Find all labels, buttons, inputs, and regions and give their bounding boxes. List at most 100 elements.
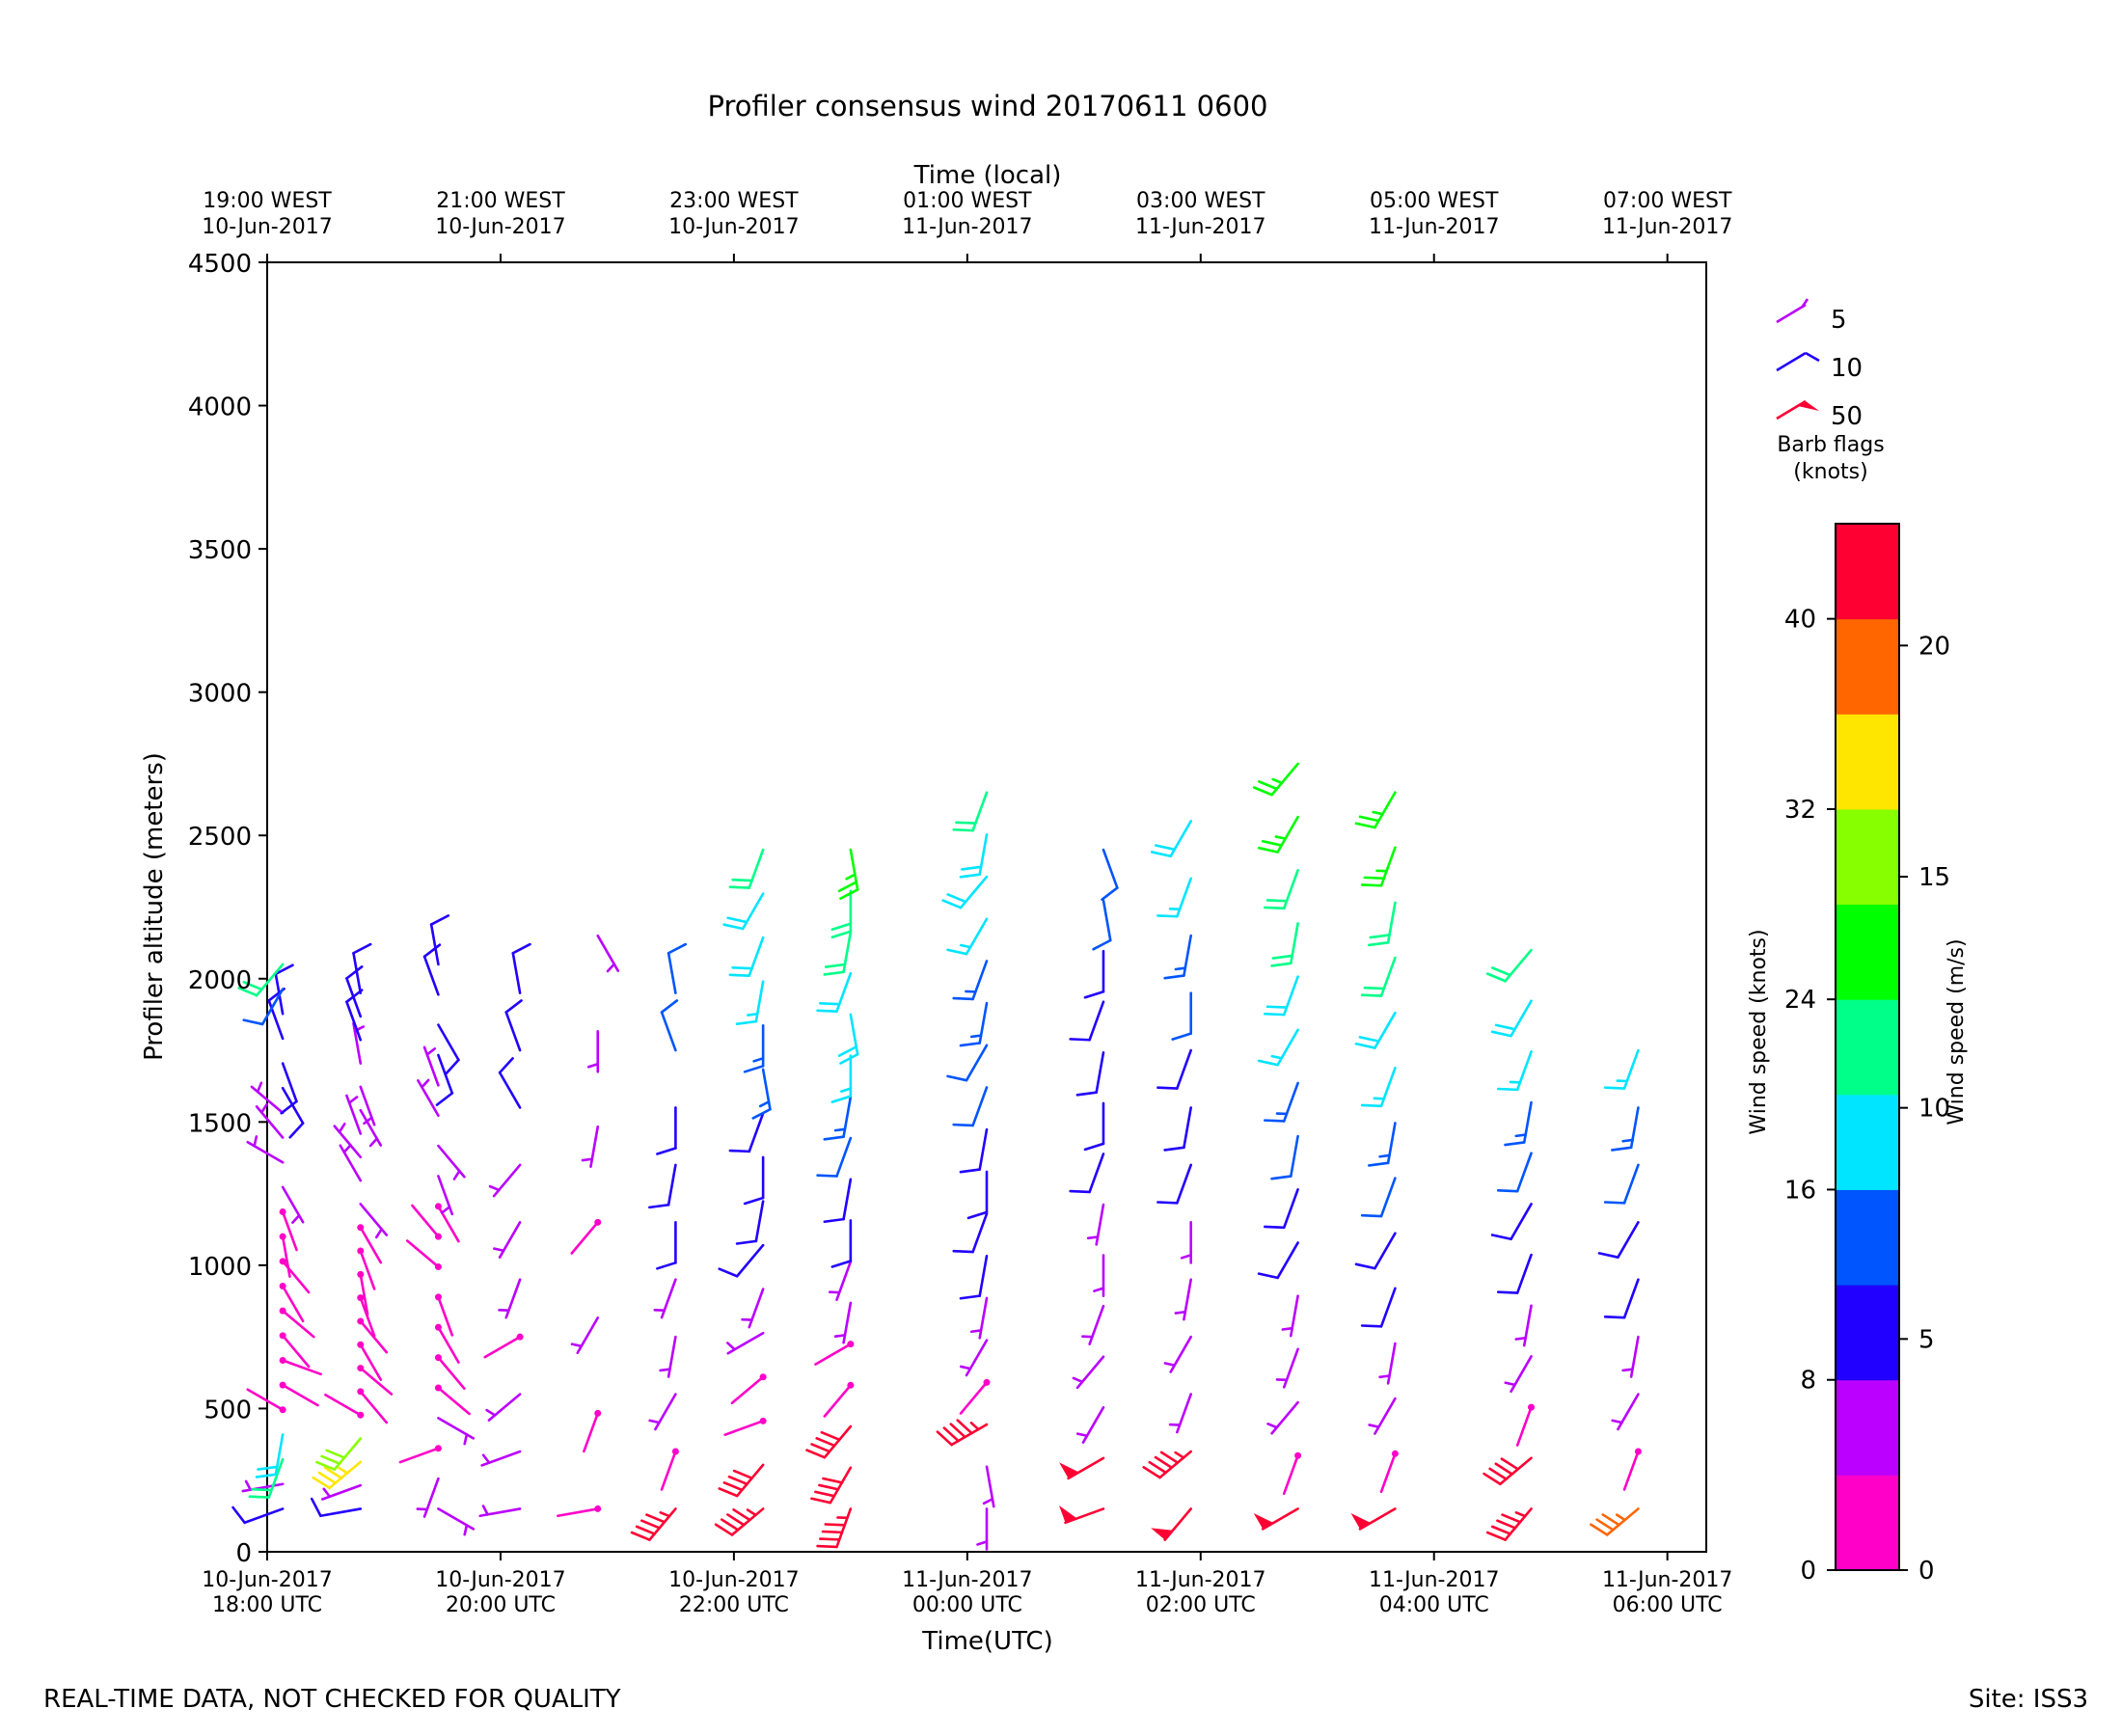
wind-barb xyxy=(1264,975,1299,1017)
wind-barb xyxy=(936,1419,989,1447)
wind-barb xyxy=(1142,1450,1193,1479)
wind-barb xyxy=(1360,1177,1397,1218)
wind-barb xyxy=(357,1388,389,1424)
colorbar-knots-tick-label: 0 xyxy=(1800,1557,1816,1586)
colorbar-ms-tick-label: 15 xyxy=(1918,863,1950,892)
wind-barb xyxy=(1368,1397,1397,1435)
wind-barb xyxy=(405,1239,442,1271)
wind-barb xyxy=(250,1081,285,1115)
wind-barb xyxy=(714,1507,765,1536)
wind-barb xyxy=(1354,791,1397,829)
wind-barb xyxy=(437,1144,466,1180)
wind-barb xyxy=(1621,1335,1640,1378)
wind-barb xyxy=(667,942,688,994)
colorbar-segment xyxy=(1836,524,1899,620)
wind-barb xyxy=(823,931,853,976)
wind-barb xyxy=(596,934,620,973)
x2-tick-date: 11-Jun-2017 xyxy=(1369,215,1499,239)
colorbar-segment xyxy=(1836,1189,1899,1286)
wind-barb xyxy=(352,942,372,994)
wind-barb xyxy=(837,848,859,900)
wind-barb xyxy=(1368,1122,1397,1167)
wind-barb xyxy=(1151,1507,1193,1541)
wind-barb xyxy=(1264,1081,1299,1123)
wind-barb xyxy=(1597,1221,1640,1259)
wind-barb xyxy=(359,1203,389,1239)
wind-barb xyxy=(718,1463,765,1498)
wind-barb xyxy=(1590,1507,1640,1536)
wind-barb xyxy=(345,1094,363,1135)
wind-barb xyxy=(959,1339,989,1377)
wind-barb xyxy=(1086,1203,1105,1246)
wind-barb xyxy=(511,942,531,994)
colorbar-knots-tick-label: 8 xyxy=(1800,1367,1816,1396)
wind-barb xyxy=(1360,846,1397,887)
colorbar-segment xyxy=(1836,1094,1899,1190)
wind-barb xyxy=(324,1393,365,1419)
x-tick-date: 11-Jun-2017 xyxy=(1369,1568,1499,1592)
wind-barb xyxy=(728,848,765,889)
wind-barb xyxy=(493,1221,522,1259)
wind-barb xyxy=(437,1023,460,1076)
barb-legend: 5 10 50 xyxy=(1776,298,1863,431)
wind-barb xyxy=(1611,1106,1640,1152)
wind-barb xyxy=(1496,1152,1533,1193)
wind-barb xyxy=(478,1505,522,1518)
wind-barb xyxy=(1515,1403,1536,1447)
wind-barb xyxy=(1075,1406,1105,1444)
x2-tick-time: 05:00 WEST xyxy=(1370,189,1499,213)
x2-tick-date: 10-Jun-2017 xyxy=(202,215,332,239)
x-tick-time: 18:00 UTC xyxy=(212,1593,322,1617)
wind-barb xyxy=(1163,1335,1193,1373)
wind-barb xyxy=(255,1433,285,1478)
colorbar-ms-tick-label: 0 xyxy=(1918,1557,1935,1586)
wind-barb xyxy=(357,1270,369,1316)
wind-barb xyxy=(1378,1342,1397,1385)
wind-barb xyxy=(498,1278,522,1319)
wind-barb xyxy=(837,1013,859,1065)
wind-barb xyxy=(398,1445,442,1464)
wind-barb xyxy=(581,1125,600,1168)
wind-barb xyxy=(357,1224,383,1264)
wind-barb xyxy=(946,917,989,956)
colorbar-segment xyxy=(1836,904,1899,1000)
wind-barb xyxy=(1171,991,1193,1041)
wind-barb xyxy=(1504,1100,1533,1147)
wind-barb xyxy=(1281,1294,1299,1338)
wind-barb xyxy=(1611,1393,1640,1431)
wind-barb xyxy=(814,1341,855,1366)
colorbar-knots-tick-label: 40 xyxy=(1784,606,1816,635)
colorbar-segment xyxy=(1836,1285,1899,1381)
wind-barb xyxy=(434,1323,460,1364)
wind-barb xyxy=(630,1507,677,1541)
x-tick-date: 10-Jun-2017 xyxy=(668,1568,799,1592)
wind-barb xyxy=(241,1479,285,1493)
wind-barb xyxy=(946,1044,989,1082)
wind-barb xyxy=(281,1185,305,1224)
colorbar-knots-tick-label: 16 xyxy=(1784,1176,1816,1205)
x-tick-date: 10-Jun-2017 xyxy=(435,1568,565,1592)
wind-barb xyxy=(488,1163,522,1198)
wind-barb xyxy=(1496,1050,1533,1092)
wind-barb xyxy=(959,1378,991,1415)
wind-barb xyxy=(952,791,989,832)
wind-barb xyxy=(830,1219,853,1268)
wind-barb xyxy=(959,1001,989,1047)
wind-barb xyxy=(1490,1203,1533,1241)
y-tick-label: 0 xyxy=(235,1539,252,1568)
wind-barb xyxy=(279,1282,305,1323)
wind-barb xyxy=(1081,1304,1105,1345)
x-tick-date: 10-Jun-2017 xyxy=(202,1568,332,1592)
wind-barb xyxy=(823,1381,855,1418)
wind-barb xyxy=(279,1332,311,1369)
wind-barb xyxy=(416,1477,440,1518)
y-tick-label: 2000 xyxy=(188,966,252,995)
x-tick-time: 02:00 UTC xyxy=(1146,1593,1256,1617)
colorbar-knots-tick-label: 24 xyxy=(1784,986,1816,1015)
wind-barb xyxy=(1163,1106,1193,1152)
wind-barb xyxy=(1350,1507,1397,1531)
wind-barb xyxy=(1270,1134,1299,1180)
colorbar-segment xyxy=(1836,999,1899,1096)
wind-barb xyxy=(480,1450,522,1467)
